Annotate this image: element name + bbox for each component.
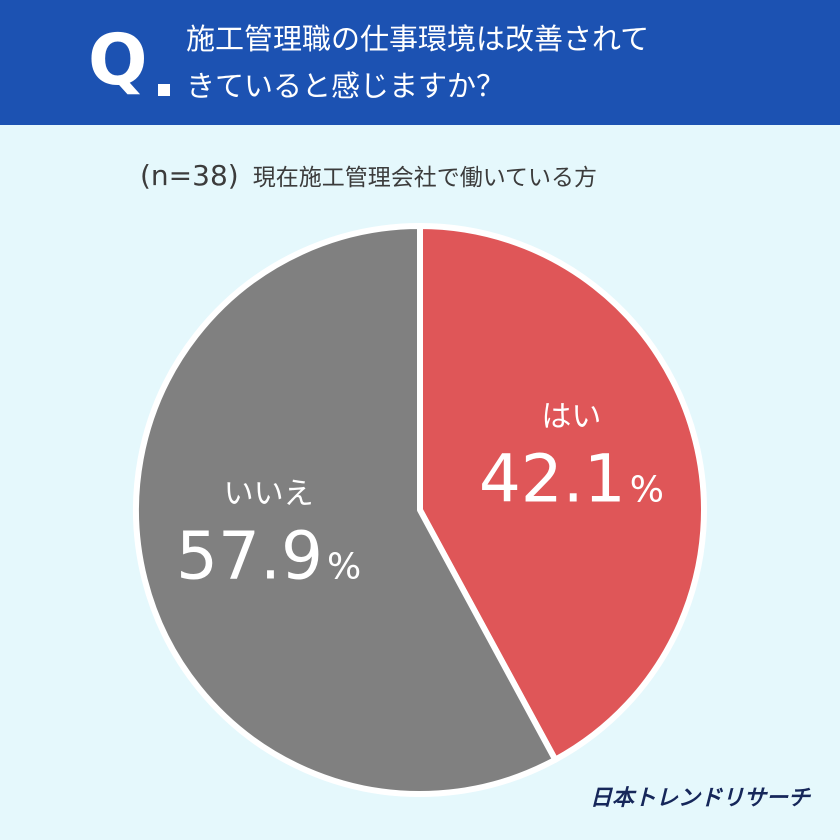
question-line-2: きていると感じますか？: [186, 69, 506, 103]
question-line-1: 施工管理職の仕事環境は改善されて: [186, 22, 650, 56]
slice-label-1: はい: [541, 400, 601, 435]
brand-logo: 日本トレンドリサーチ: [589, 786, 810, 811]
pie-slice-1: [417, 223, 707, 763]
q-mark: Q: [88, 19, 148, 101]
q-dot: [158, 84, 170, 96]
slice-value-2: 57.9%: [176, 517, 361, 594]
chart-subtitle: (n=38) 現在施工管理会社で働いている方: [140, 156, 597, 200]
question-banner: Q 施工管理職の仕事環境は改善されて きていると感じますか？: [0, 0, 840, 125]
slice-label-2: いいえ: [224, 476, 314, 511]
respondent-description: 現在施工管理会社で働いている方: [252, 165, 597, 191]
pie-slice-2: [133, 223, 559, 797]
sample-size: (n=38): [140, 159, 239, 192]
slice-value-1: 42.1%: [479, 441, 664, 518]
